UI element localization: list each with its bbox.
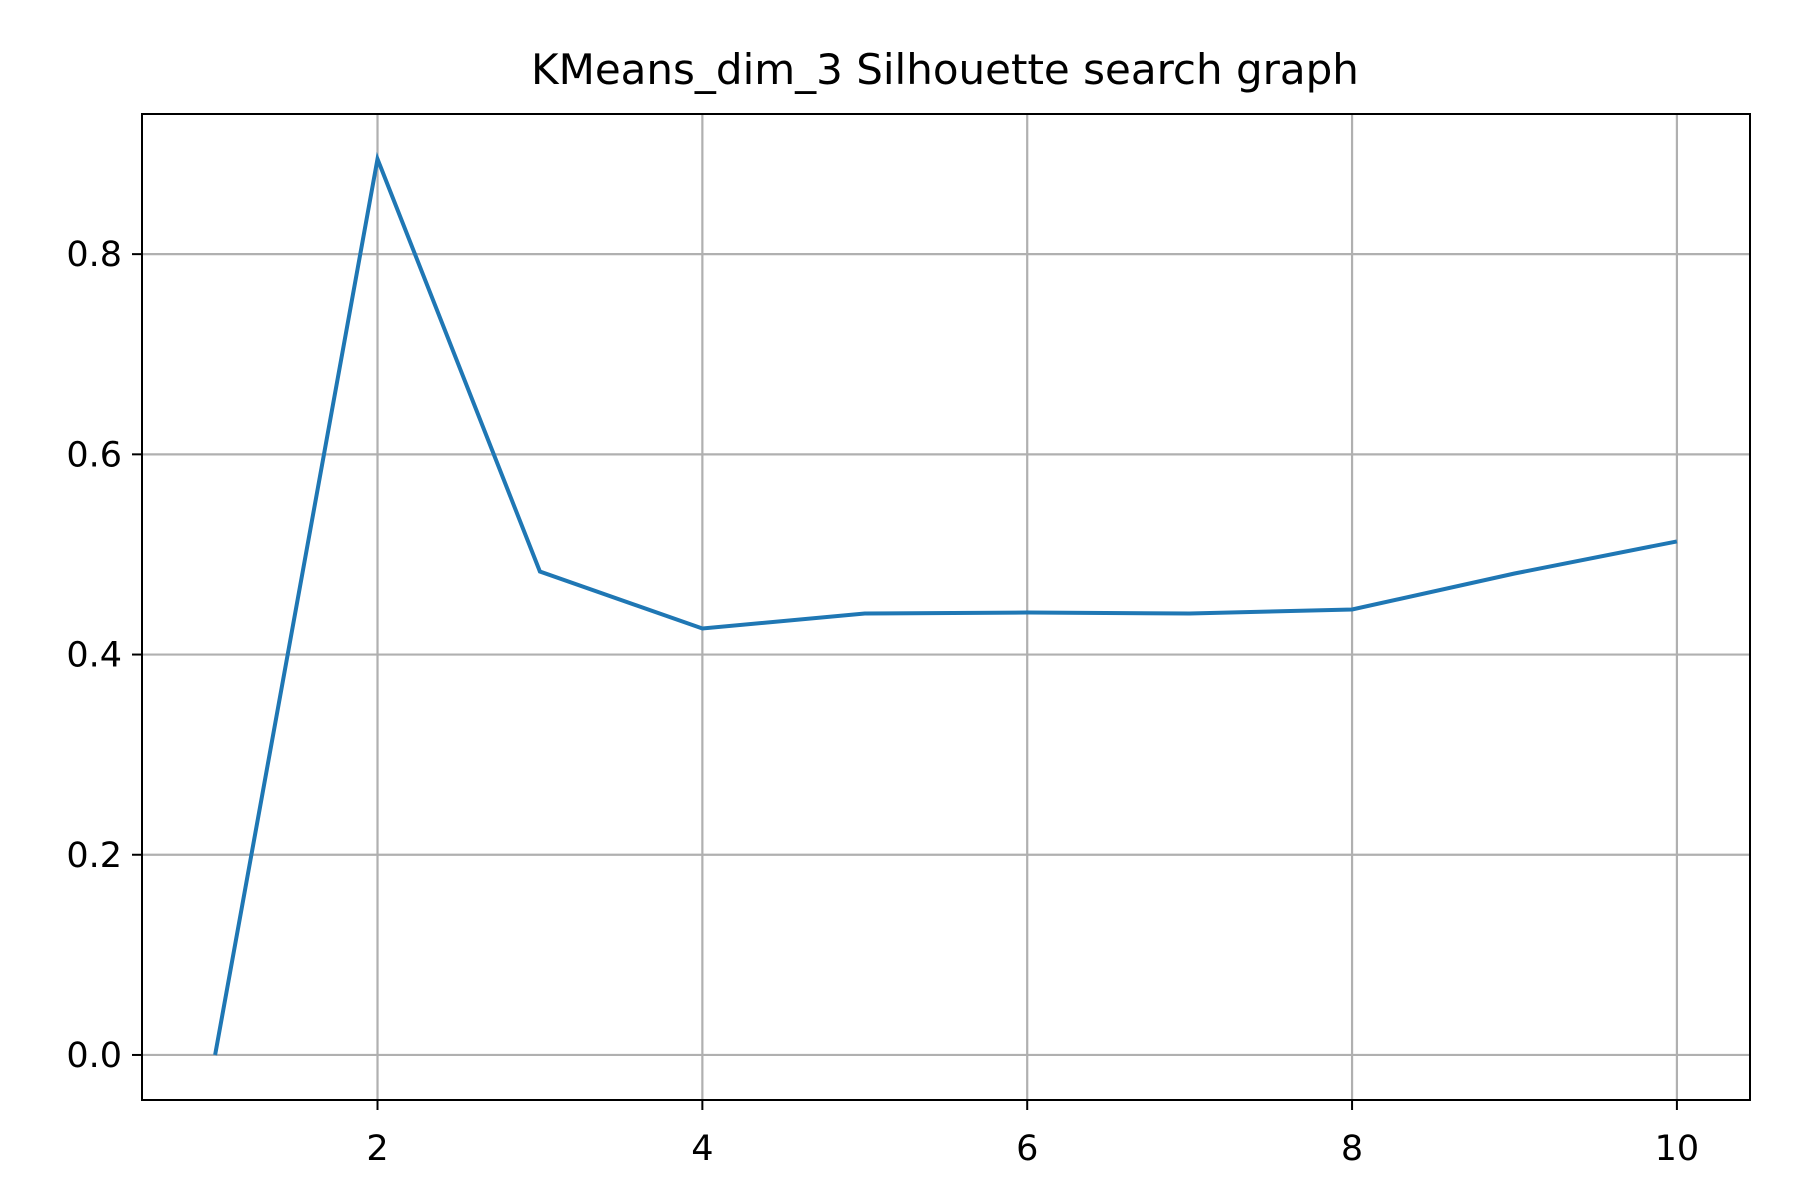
x-tick-label: 6 xyxy=(1016,1129,1038,1169)
y-tick-label: 0.2 xyxy=(66,836,122,876)
y-tick-label: 0.0 xyxy=(66,1036,122,1076)
chart-title: KMeans_dim_3 Silhouette search graph xyxy=(531,45,1359,94)
x-tick-label: 8 xyxy=(1341,1129,1363,1169)
x-tick-label: 4 xyxy=(691,1129,713,1169)
y-tick-label: 0.4 xyxy=(66,636,122,676)
grid xyxy=(142,114,1750,1100)
y-tick-label: 0.6 xyxy=(66,435,122,475)
x-tick-label: 2 xyxy=(366,1129,388,1169)
x-tick-label: 10 xyxy=(1655,1129,1700,1169)
y-tick-label: 0.8 xyxy=(66,235,122,275)
series-layer xyxy=(213,151,1678,1056)
axes: 2 4 6 8 10 0.0 0.2 0.4 0.6 0.8 xyxy=(66,235,1699,1169)
series-line xyxy=(213,151,1678,1056)
plot-frame xyxy=(141,113,1751,1101)
